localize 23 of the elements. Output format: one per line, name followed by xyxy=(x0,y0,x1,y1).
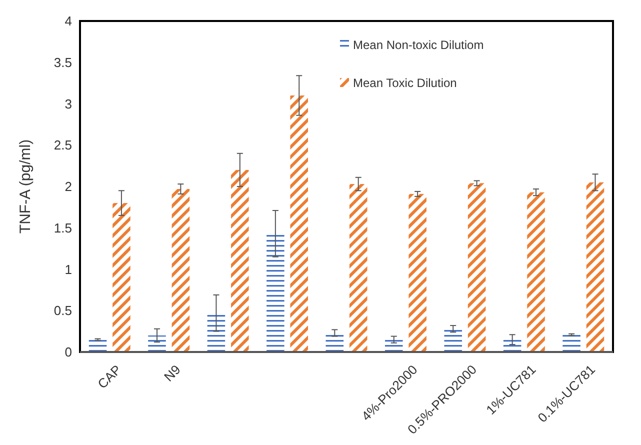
bar xyxy=(586,182,604,352)
bar xyxy=(112,203,130,352)
y-tick-label: 3.5 xyxy=(54,54,72,70)
bar xyxy=(408,194,426,352)
y-tick-label: 2 xyxy=(64,179,72,194)
bar xyxy=(172,188,190,352)
bar xyxy=(290,95,308,352)
legend-label: Mean Toxic Dilution xyxy=(353,76,457,90)
y-tick-label: 3 xyxy=(64,96,72,112)
bar xyxy=(527,192,545,352)
bar xyxy=(231,170,249,352)
y-tick-label: 2.5 xyxy=(54,138,72,153)
bar xyxy=(349,184,368,352)
y-tick-label: 0 xyxy=(64,344,72,360)
y-axis-title: TNF-A (pg/ml) xyxy=(17,139,34,234)
legend-label: Mean Non-toxic Dilutiom xyxy=(353,38,484,52)
bar xyxy=(468,183,486,352)
y-tick-label: 1 xyxy=(64,262,72,277)
x-tick-label: CAP xyxy=(94,362,124,392)
y-tick-label: 0.5 xyxy=(54,303,72,318)
x-tick-label: N9 xyxy=(161,362,184,384)
y-tick-label: 1.5 xyxy=(54,220,72,236)
y-tick-label: 4 xyxy=(64,14,72,29)
